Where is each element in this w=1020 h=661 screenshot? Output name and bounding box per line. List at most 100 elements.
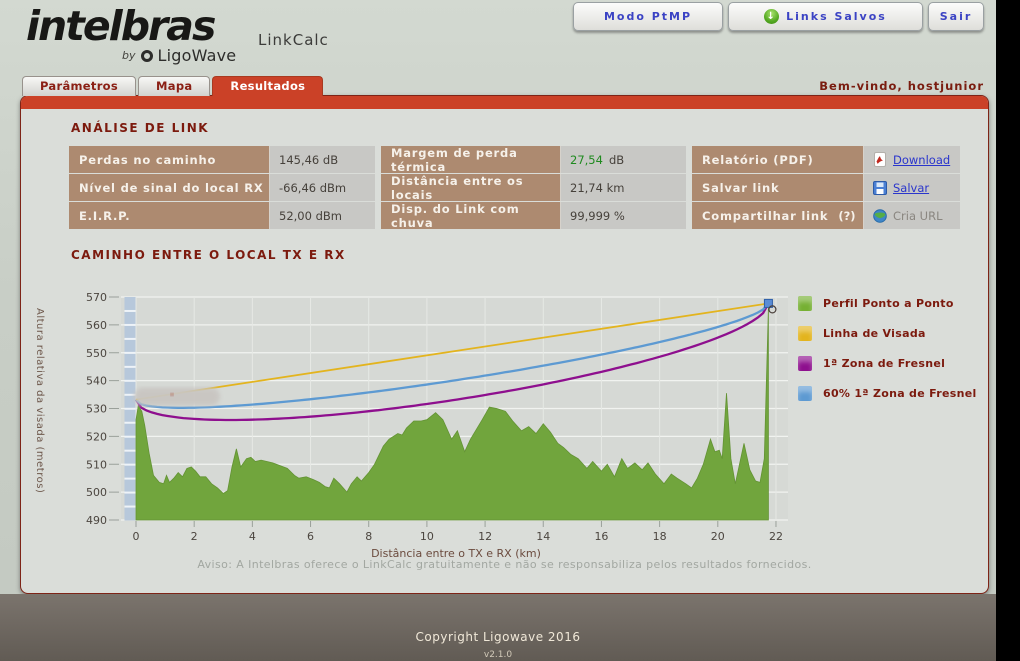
sair-button[interactable]: Sair <box>928 2 984 31</box>
button-label: Modo PtMP <box>603 10 693 23</box>
globe-icon <box>873 208 887 223</box>
header-buttons: Modo PtMP ↓ Links Salvos Sair <box>573 2 984 31</box>
svg-text:20: 20 <box>711 530 725 543</box>
svg-text:4: 4 <box>249 530 256 543</box>
row-label: Nível de sinal do local RX <box>69 174 269 201</box>
row-value: 27,54 dB <box>560 146 686 173</box>
row-value: 52,00 dBm <box>269 202 375 229</box>
result-table-0: Perdas no caminho 145,46 dB Nível de sinal… <box>69 146 375 229</box>
linkcalc-app: intelbras by LigoWave LinkCalc Modo PtMP… <box>0 0 996 661</box>
chart-canvas: 490 500 510 520 530 540 550 560 570 0 2 4 6 8 10 12 14 16… <box>86 291 788 560</box>
svg-text:22: 22 <box>769 530 783 543</box>
table-row: Distância entre os locais 21,74 km <box>381 174 686 202</box>
row-value: Cria URL <box>863 202 960 229</box>
value-text: 21,74 km <box>570 180 625 195</box>
svg-text:550: 550 <box>86 347 107 360</box>
legend-swatch <box>798 296 812 311</box>
intelbras-logo: intelbras by LigoWave <box>26 4 236 65</box>
green-down-arrow-icon: ↓ <box>764 9 780 24</box>
svg-text:18: 18 <box>653 530 667 543</box>
row-value: -66,46 dBm <box>269 174 375 201</box>
page-footer: Copyright Ligowave 2016 v2.1.0 <box>0 594 996 661</box>
tab-bar: Parâmetros Mapa Resultados <box>22 76 324 96</box>
table-row: Salvar link Salvar <box>692 174 960 201</box>
table-row: Relatório (PDF) Download <box>692 146 960 173</box>
chart-legend: Perfil Ponto a Ponto Linha de Visada 1ª Zo… <box>798 296 977 401</box>
legend-label: Perfil Ponto a Ponto <box>823 297 954 310</box>
row-label: E.I.R.P. <box>69 202 269 229</box>
row-label: Disp. do Link com chuva <box>381 202 560 230</box>
help-icon[interactable]: (?) <box>838 208 856 223</box>
results-panel: ANÁLISE DE LINK Perdas no caminho 145,46 … <box>20 95 989 594</box>
version-text: v2.1.0 <box>483 650 513 660</box>
svg-text:520: 520 <box>86 430 107 443</box>
save-icon <box>873 180 887 195</box>
salvar-link[interactable]: Salvar <box>893 180 930 195</box>
pdf-icon <box>873 152 887 167</box>
tab-parametros[interactable]: Parâmetros <box>22 76 137 96</box>
tab-mapa[interactable]: Mapa <box>138 76 211 96</box>
svg-text:Distância entre o TX e RX (km): Distância entre o TX e RX (km) <box>371 547 541 560</box>
svg-text:510: 510 <box>86 458 107 471</box>
row-value: Download <box>863 146 960 173</box>
legend-item: 60% 1ª Zona de Fresnel <box>798 386 977 401</box>
download-link[interactable]: Download <box>893 152 951 167</box>
analysis-tables: Perdas no caminho 145,46 dB Nível de sinal… <box>69 146 960 230</box>
button-label: Sair <box>939 10 973 23</box>
row-value: 21,74 km <box>560 174 686 201</box>
table-row: Perdas no caminho 145,46 dB <box>69 146 375 173</box>
chart-y-axis-label: Altura relativa da visada (metros) <box>34 308 45 494</box>
svg-text:540: 540 <box>86 375 107 388</box>
panel-top-bar <box>21 96 988 109</box>
disclaimer-text: Aviso: A Intelbras oferece o LinkCalc gr… <box>197 558 812 571</box>
legend-swatch <box>798 386 812 401</box>
legend-label: 1ª Zona de Fresnel <box>823 357 946 370</box>
row-label: Margem de perda térmica <box>381 146 560 174</box>
svg-text:16: 16 <box>594 530 608 543</box>
value-text: 27,54 <box>570 152 603 167</box>
svg-text:0: 0 <box>133 530 140 543</box>
table-row: E.I.R.P. 52,00 dBm <box>69 202 375 229</box>
links-salvos-button[interactable]: ↓ Links Salvos <box>728 2 923 31</box>
legend-label: Linha de Visada <box>823 327 926 340</box>
svg-text:10: 10 <box>420 530 434 543</box>
svg-text:490: 490 <box>86 514 107 527</box>
svg-text:14: 14 <box>536 530 550 543</box>
button-label: Links Salvos <box>786 10 887 23</box>
cria-url-action[interactable]: Cria URL <box>893 208 943 223</box>
row-label: Perdas no caminho <box>69 146 269 173</box>
result-table-1: Margem de perda térmica 27,54 dB Distância… <box>381 146 686 230</box>
chart-section-title: CAMINHO ENTRE O LOCAL TX E RX <box>71 248 346 262</box>
legend-label: 60% 1ª Zona de Fresnel <box>823 387 977 400</box>
svg-text:2: 2 <box>191 530 198 543</box>
value-unit: dB <box>608 152 625 167</box>
table-row: Disp. do Link com chuva 99,999 % <box>381 202 686 230</box>
tab-resultados[interactable]: Resultados <box>212 76 324 96</box>
table-row: Nível de sinal do local RX -66,46 dBm <box>69 174 375 201</box>
result-table-2: Relatório (PDF) Download Salvar link Salvar… <box>692 146 960 229</box>
value-text: 99,999 % <box>570 208 625 223</box>
page-title: LinkCalc <box>258 31 329 49</box>
legend-item: 1ª Zona de Fresnel <box>798 356 977 371</box>
copyright-text: Copyright Ligowave 2016 <box>415 630 581 644</box>
welcome-text: Bem-vindo, hostjunior <box>819 79 984 93</box>
ligowave-brand-text: LigoWave <box>157 46 237 65</box>
row-label: Relatório (PDF) <box>692 146 863 173</box>
row-value: Salvar <box>863 174 960 201</box>
logo-by-text: by <box>122 49 136 62</box>
legend-item: Perfil Ponto a Ponto <box>798 296 977 311</box>
legend-swatch <box>798 356 812 371</box>
link-profile-chart: 490 500 510 520 530 540 550 560 570 0 2 4 6 8 10 12 14 16… <box>71 291 791 565</box>
svg-text:12: 12 <box>478 530 492 543</box>
analysis-section-title: ANÁLISE DE LINK <box>71 121 210 135</box>
svg-text:530: 530 <box>86 403 107 416</box>
legend-swatch <box>798 326 812 341</box>
svg-text:560: 560 <box>86 319 107 332</box>
modo-ptmp-button[interactable]: Modo PtMP <box>573 2 723 31</box>
svg-text:570: 570 <box>86 291 107 304</box>
legend-item: Linha de Visada <box>798 326 977 341</box>
table-row: Compartilhar link (?) Cria URL <box>692 202 960 229</box>
value-text: 52,00 dBm <box>279 208 342 223</box>
row-value: 99,999 % <box>560 202 686 229</box>
value-text: -66,46 dBm <box>279 180 347 195</box>
